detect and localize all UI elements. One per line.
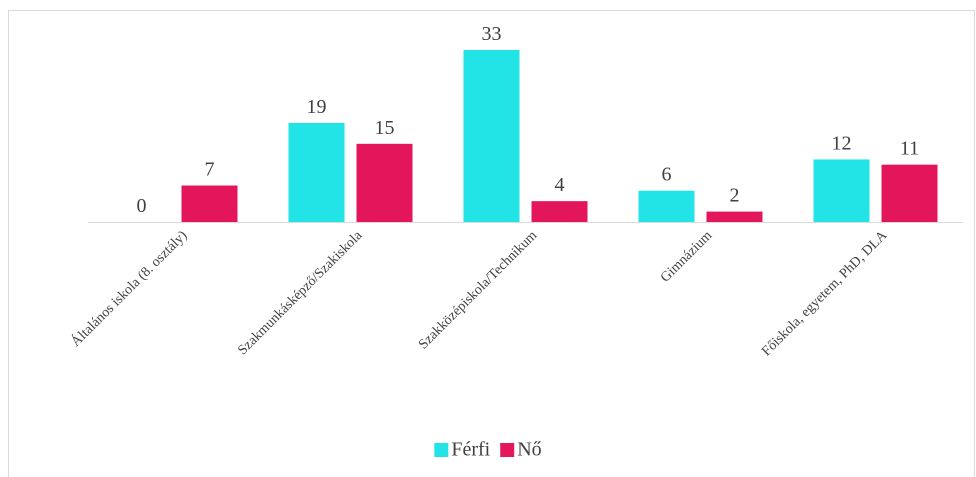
bar: [288, 122, 345, 222]
bar: [356, 143, 413, 222]
chart-border: [8, 10, 975, 477]
x-tick-label: Általános iskola (8. osztály): [67, 227, 190, 350]
value-label: 19: [307, 96, 327, 118]
value-label: 12: [832, 132, 852, 154]
legend-swatch: [500, 443, 515, 457]
x-tick-label: Gimnázium: [658, 228, 715, 285]
x-tick-label: Szakmunkásképző/Szakiskola: [235, 228, 365, 358]
value-label: 0: [137, 195, 147, 217]
bar: [181, 185, 238, 222]
x-tick-label: Főiskola, egyetem, PhD, DLA: [759, 228, 891, 360]
value-label: 2: [730, 185, 740, 207]
bar: [638, 190, 695, 222]
legend-label: Férfi: [451, 439, 490, 461]
value-label: 33: [482, 23, 502, 45]
bar: [881, 164, 938, 222]
legend-label: Nő: [517, 439, 541, 461]
value-label: 6: [662, 164, 672, 186]
value-label: 7: [205, 159, 215, 181]
value-label: 4: [555, 174, 565, 196]
bar: [463, 50, 520, 222]
x-tick-label: Szakközépiskola/Technikum: [416, 228, 540, 352]
value-label: 15: [375, 117, 395, 139]
bar: [531, 201, 588, 222]
bar: [706, 211, 763, 222]
bar: [813, 159, 870, 222]
legend-swatch: [434, 443, 449, 457]
value-label: 11: [900, 138, 919, 160]
